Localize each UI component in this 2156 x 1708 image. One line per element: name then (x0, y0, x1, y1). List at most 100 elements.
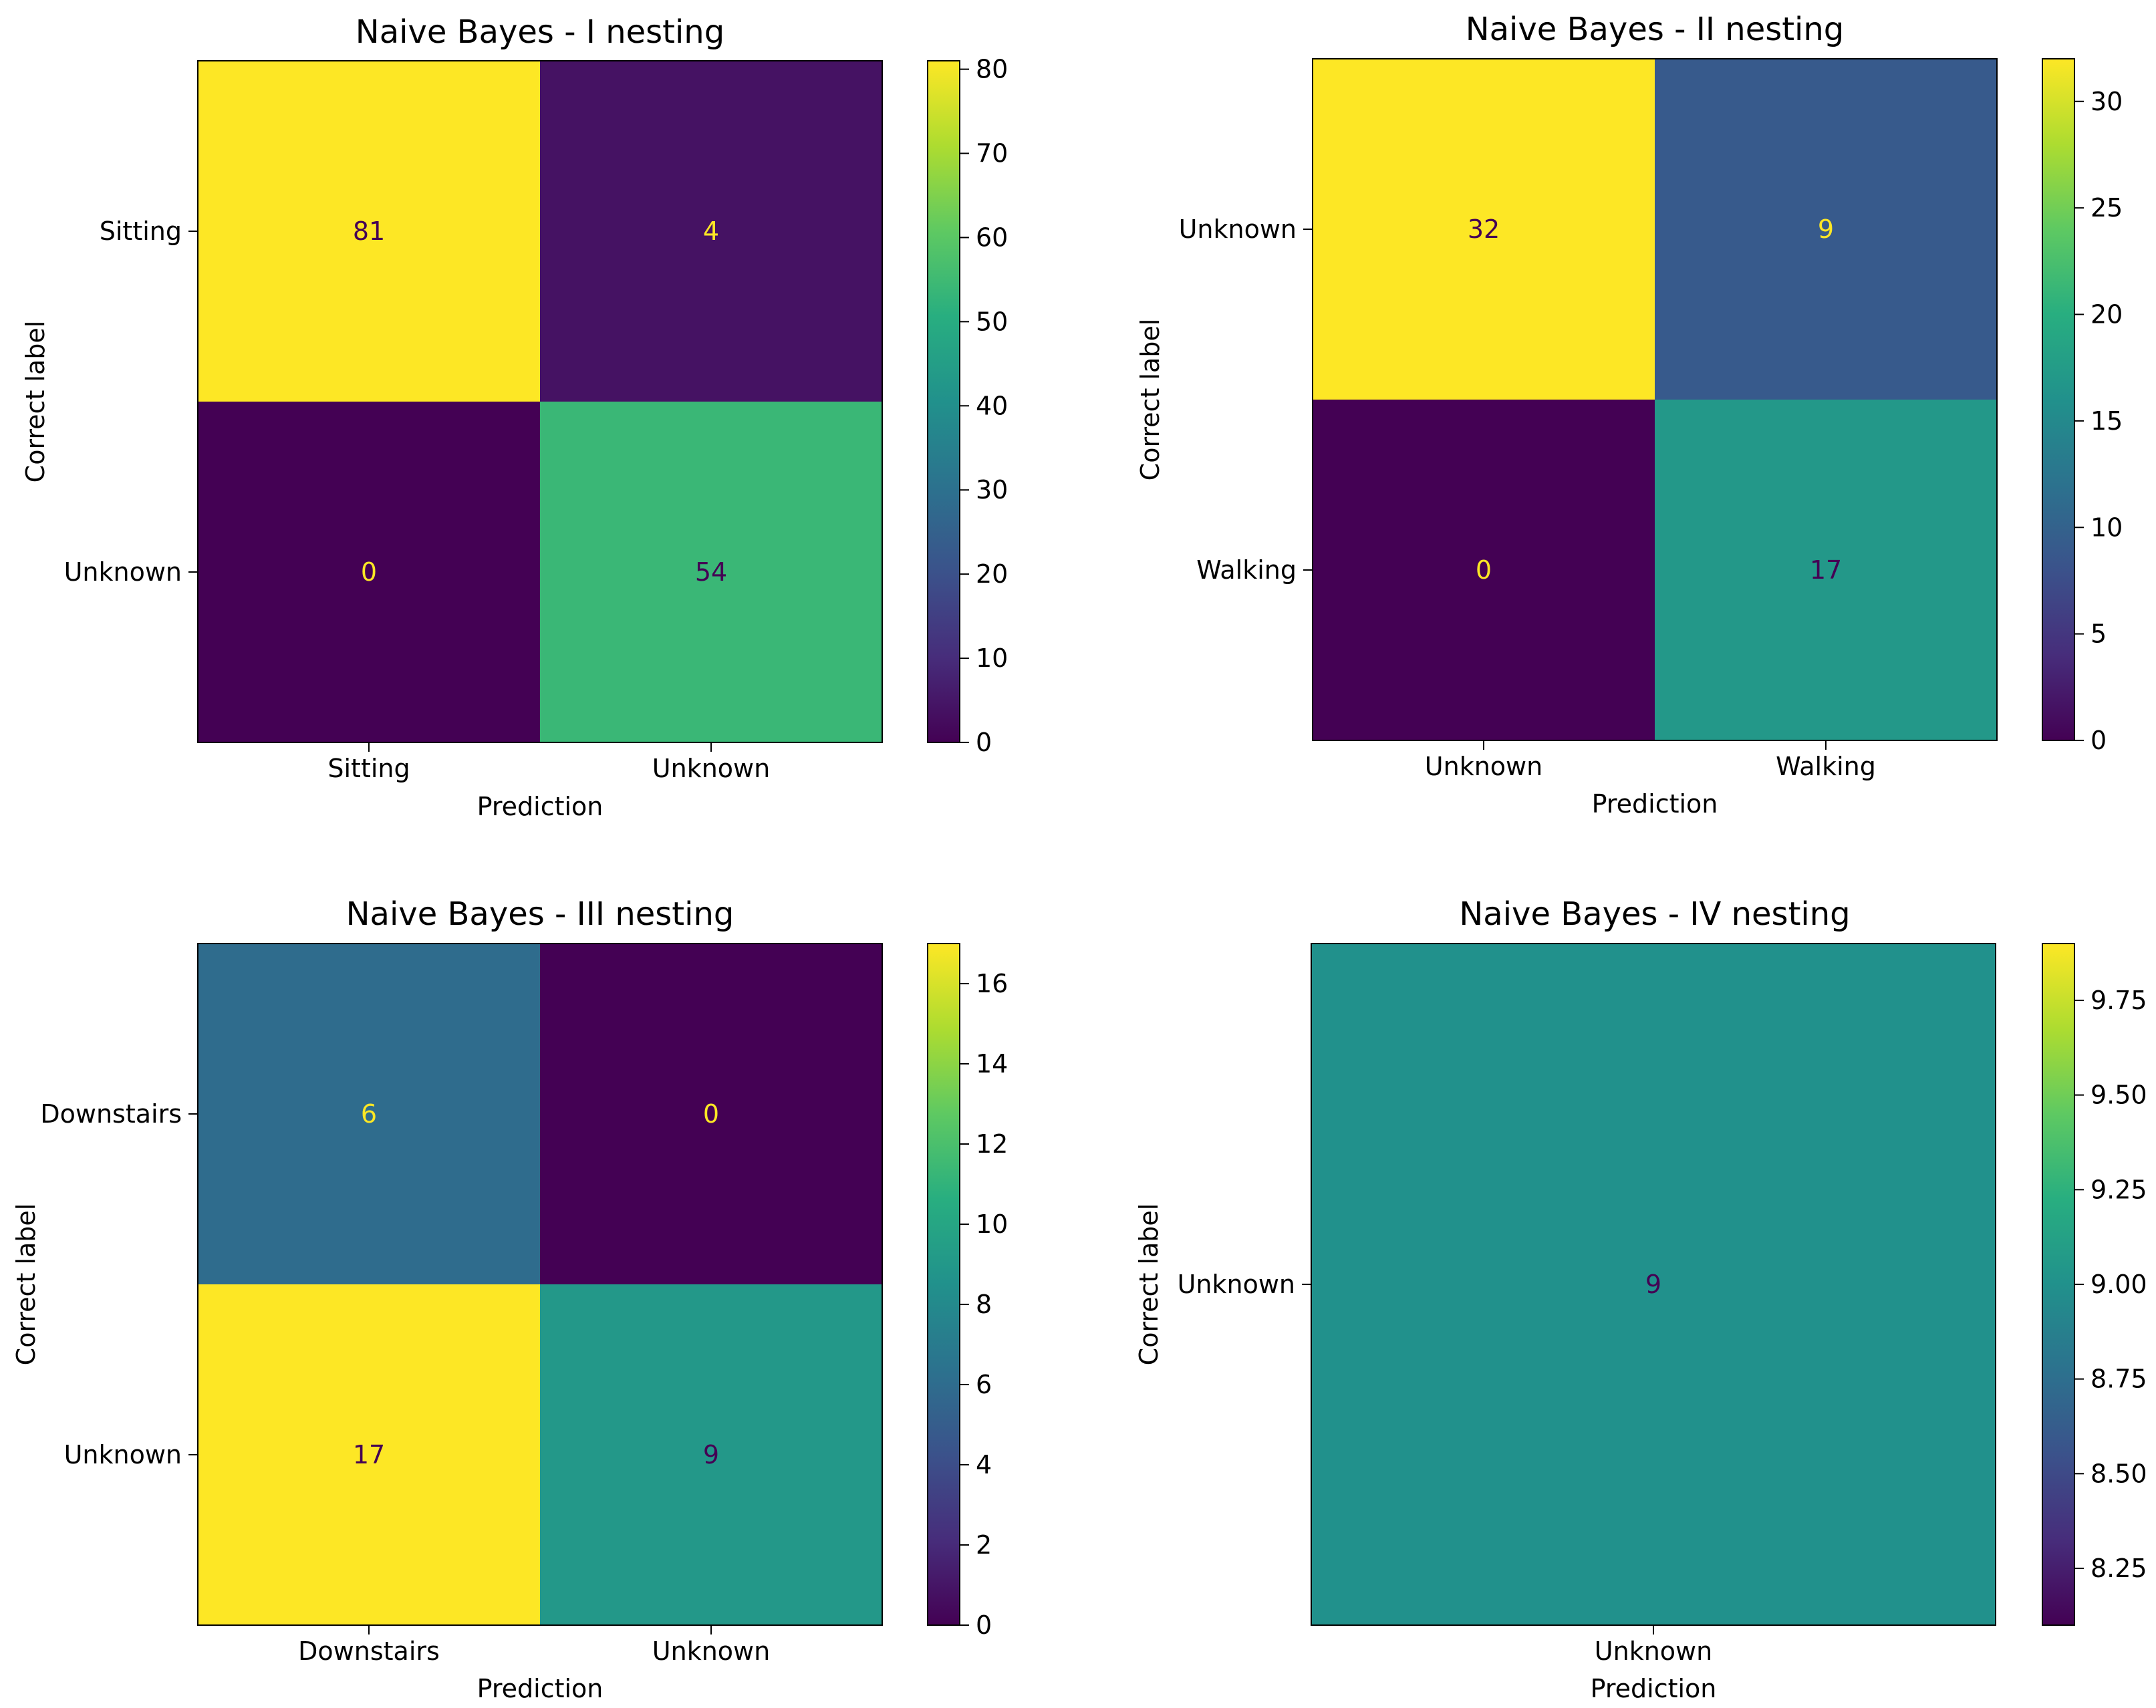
panel-2-cell-labels: 32 9 0 17 (1468, 215, 1842, 585)
cell-value-r1-c0: 0 (1476, 555, 1492, 585)
colorbar-tick-label: 9.50 (2091, 1081, 2147, 1110)
colorbar-tick-label: 60 (976, 223, 1008, 252)
panel-1-colorbar (927, 60, 960, 743)
y-tick-label: Sitting (100, 217, 182, 246)
panel-2-x-ticks: Unknown Walking (1425, 740, 1876, 781)
panel-1-title: Naive Bayes - I nesting (356, 13, 724, 51)
cell-value-r1-c0: 17 (353, 1440, 385, 1469)
colorbar-tick-label: 10 (976, 644, 1008, 673)
colorbar-tick-label: 12 (976, 1129, 1008, 1159)
panel-1-ylabel: Correct label (21, 321, 50, 483)
panel-1-x-ticks: Sitting Unknown (327, 742, 770, 783)
cell-value-r0-c0: 6 (361, 1099, 377, 1129)
cell-r0-c1 (1655, 59, 1998, 400)
cell-r1-c0 (1313, 400, 1655, 741)
colorbar-tick-label: 80 (976, 55, 1008, 84)
colorbar-tick-label: 20 (2091, 300, 2123, 329)
colorbar-tick-label: 30 (976, 475, 1008, 505)
colorbar-tick-label: 20 (976, 559, 1008, 589)
colorbar-tick-label: 25 (2091, 193, 2123, 223)
panel-4-cells (1311, 944, 1996, 1626)
cell-r0-c1 (540, 61, 883, 402)
panel-2-y-ticks: Unknown Walking (1179, 215, 1313, 585)
panel-3-title: Naive Bayes - III nesting (346, 895, 734, 933)
panel-3-colorbar (927, 943, 960, 1626)
cell-r0-c0 (1311, 944, 1996, 1626)
y-tick-label: Unknown (64, 557, 182, 587)
cell-r1-c0 (198, 402, 541, 743)
x-tick-label: Walking (1776, 752, 1876, 781)
cell-r1-c1 (540, 1284, 883, 1626)
panel-1-cells (198, 61, 883, 743)
colorbar-tick-label: 16 (976, 969, 1008, 998)
colorbar-tick-label: 70 (976, 139, 1008, 168)
panel-4-y-ticks: Unknown (1178, 1270, 1311, 1299)
panel-3-colorbar-ticks: 0 2 4 6 8 10 12 14 16 (960, 969, 1008, 1640)
colorbar-tick-label: 2 (976, 1530, 992, 1560)
cell-value-r1-c0: 0 (361, 557, 377, 587)
colorbar-tick-label: 8.25 (2091, 1554, 2147, 1583)
cell-value-r0-c0: 9 (1645, 1270, 1661, 1299)
colorbar-tick-label: 8.75 (2091, 1365, 2147, 1394)
cell-r1-c1 (1655, 400, 1998, 741)
panel-4: Naive Bayes - IV nesting 9 Unknown Unkno… (1134, 895, 2147, 1703)
panel-1: Naive Bayes - I nesting 81 40 54 Sitting Un… (21, 13, 1008, 821)
panel-3-ylabel: Correct label (11, 1203, 41, 1366)
colorbar-tick-label: 30 (2091, 87, 2123, 116)
panel-4-cell-labels: 9 (1645, 1270, 1661, 1299)
colorbar-tick-label: 50 (976, 307, 1008, 336)
x-tick-label: Unknown (652, 754, 770, 783)
y-tick-label: Unknown (64, 1440, 182, 1469)
colorbar-tick-label: 15 (2091, 406, 2123, 436)
cell-value-r1-c1: 54 (695, 557, 727, 587)
y-tick-label: Unknown (1179, 215, 1297, 244)
x-tick-label: Downstairs (298, 1636, 440, 1666)
y-tick-label: Walking (1196, 555, 1297, 585)
colorbar-tick-label: 0 (976, 1610, 992, 1640)
colorbar-tick-label: 8.50 (2091, 1459, 2147, 1488)
cell-r0-c1 (540, 944, 883, 1285)
panel-4-title: Naive Bayes - IV nesting (1459, 895, 1850, 933)
panel-4-ylabel: Correct label (1134, 1203, 1164, 1366)
panel-2: Naive Bayes - II nesting 32 9 0 17 Unknown W… (1135, 11, 2123, 819)
cell-value-r1-c1: 17 (1810, 555, 1842, 585)
colorbar-tick-label: 14 (976, 1049, 1008, 1079)
y-tick-label: Downstairs (40, 1099, 182, 1129)
panel-3-cell-labels: 6 0 17 9 (353, 1099, 719, 1469)
cell-value-r0-c1: 0 (703, 1099, 719, 1129)
panel-4-x-ticks: Unknown (1595, 1625, 1712, 1666)
panel-2-ylabel: Correct label (1135, 319, 1165, 481)
colorbar-tick-label: 40 (976, 391, 1008, 420)
colorbar-tick-label: 9.75 (2091, 986, 2147, 1015)
panel-3-cells (198, 944, 883, 1626)
panel-2-colorbar-ticks: 0 5 10 15 20 25 30 (2074, 87, 2123, 755)
panel-3-xlabel: Prediction (477, 1674, 603, 1703)
x-tick-label: Unknown (652, 1636, 770, 1666)
colorbar-tick-label: 6 (976, 1370, 992, 1399)
colorbar-tick-label: 8 (976, 1290, 992, 1319)
cell-value-r0-c1: 9 (1818, 215, 1834, 244)
panel-2-title: Naive Bayes - II nesting (1466, 11, 1845, 48)
panel-1-colorbar-ticks: 0 10 20 30 40 50 60 70 80 (960, 55, 1008, 757)
panel-1-frame (197, 60, 883, 743)
panel-3-x-ticks: Downstairs Unknown (298, 1625, 770, 1666)
panel-1-cell-labels: 81 4 0 54 (353, 217, 727, 587)
colorbar-tick-label: 10 (976, 1209, 1008, 1239)
panel-2-colorbar (2042, 58, 2075, 741)
panel-2-xlabel: Prediction (1592, 789, 1718, 819)
panel-1-xlabel: Prediction (477, 792, 603, 821)
colorbar-tick-label: 0 (976, 728, 992, 757)
cell-value-r1-c1: 9 (703, 1440, 719, 1469)
cell-r1-c0 (198, 1284, 541, 1626)
cell-value-r0-c0: 32 (1468, 215, 1500, 244)
cell-r1-c1 (540, 402, 883, 743)
x-tick-label: Sitting (327, 754, 410, 783)
colorbar-tick-label: 9.25 (2091, 1175, 2147, 1204)
panel-2-cells (1313, 59, 1998, 741)
colorbar-tick-label: 0 (2091, 726, 2107, 755)
panel-4-xlabel: Prediction (1591, 1674, 1717, 1703)
cell-value-r0-c1: 4 (703, 217, 719, 246)
panel-4-colorbar (2042, 943, 2075, 1626)
y-tick-label: Unknown (1178, 1270, 1295, 1299)
